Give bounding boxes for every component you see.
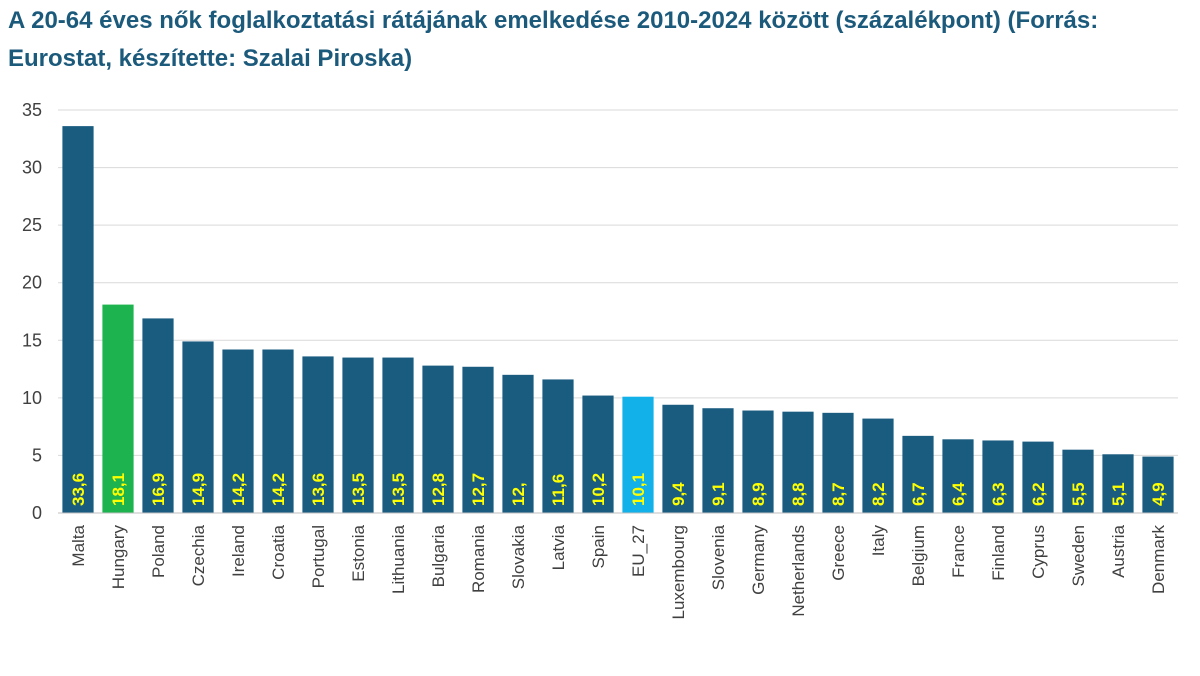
data-label: 10,1 bbox=[629, 473, 648, 506]
bar-estonia bbox=[342, 357, 374, 513]
data-label: 12, bbox=[509, 482, 528, 506]
bar-slovenia bbox=[702, 408, 734, 513]
data-label: 4,9 bbox=[1149, 482, 1168, 506]
data-label: 10,2 bbox=[589, 473, 608, 506]
data-label: 6,2 bbox=[1029, 482, 1048, 506]
data-labels: 33,6 18,1 16,9 14,9 14,2 14,2 13,6 13,5 13,5 12,8… bbox=[69, 473, 1168, 506]
data-label: 6,7 bbox=[909, 482, 928, 506]
category-label: Slovakia bbox=[509, 524, 528, 589]
data-label: 8,8 bbox=[789, 482, 808, 506]
bar-cyprus bbox=[1022, 441, 1054, 513]
x-axis-category-labels: Malta Hungary Poland Czechia Ireland Croatia P… bbox=[69, 524, 1168, 619]
bar-italy bbox=[862, 418, 894, 513]
bar-belgium bbox=[902, 435, 934, 513]
data-label: 6,3 bbox=[989, 482, 1008, 506]
bar-portugal bbox=[302, 356, 334, 513]
data-label: 13,6 bbox=[309, 473, 328, 506]
bar-finland bbox=[982, 440, 1014, 513]
bar-sweden bbox=[1062, 449, 1094, 513]
bar-luxembourg bbox=[662, 404, 694, 513]
category-label: Netherlands bbox=[789, 525, 808, 617]
category-label: Lithuania bbox=[389, 524, 408, 594]
category-label: France bbox=[949, 525, 968, 578]
y-tick-label: 5 bbox=[32, 445, 42, 465]
bar-eu-27 bbox=[622, 396, 654, 513]
bar-lithuania bbox=[382, 357, 414, 513]
data-label: 14,2 bbox=[269, 473, 288, 506]
category-label: Portugal bbox=[309, 525, 328, 588]
category-label: Latvia bbox=[549, 524, 568, 570]
category-label: Luxembourg bbox=[669, 525, 688, 620]
category-label: Croatia bbox=[269, 524, 288, 579]
data-label: 12,8 bbox=[429, 473, 448, 506]
category-label: Cyprus bbox=[1029, 525, 1048, 579]
bar-czechia bbox=[182, 341, 214, 513]
y-tick-label: 35 bbox=[22, 100, 42, 120]
data-label: 11,6 bbox=[549, 474, 568, 506]
chart-title: A 20-64 éves nők foglalkoztatási rátáján… bbox=[8, 7, 1099, 72]
y-tick-label: 15 bbox=[22, 330, 42, 350]
bar-ireland bbox=[222, 349, 254, 513]
category-label: Austria bbox=[1109, 524, 1128, 577]
bar-france bbox=[942, 439, 974, 513]
data-label: 16,9 bbox=[149, 473, 168, 506]
category-label: Poland bbox=[149, 525, 168, 578]
category-label: Denmark bbox=[1149, 525, 1168, 594]
data-label: 12,7 bbox=[469, 473, 488, 506]
bar-spain bbox=[582, 395, 614, 513]
bar-greece bbox=[822, 412, 854, 513]
data-label: 18,1 bbox=[109, 473, 128, 506]
bar-denmark bbox=[1142, 456, 1174, 513]
data-label: 8,9 bbox=[749, 482, 768, 506]
data-label: 8,7 bbox=[829, 482, 848, 506]
bar-malta bbox=[62, 126, 94, 514]
data-label: 33,6 bbox=[69, 473, 88, 506]
data-label: 5,1 bbox=[1109, 482, 1128, 506]
category-label: Bulgaria bbox=[429, 524, 448, 587]
category-label: Finland bbox=[989, 525, 1008, 581]
category-label: Estonia bbox=[349, 524, 368, 581]
category-label: Romania bbox=[469, 524, 488, 593]
y-tick-label: 30 bbox=[22, 158, 42, 178]
y-tick-label: 0 bbox=[32, 503, 42, 523]
category-label: EU_27 bbox=[629, 525, 648, 577]
data-label: 6,4 bbox=[949, 482, 968, 506]
category-label: Greece bbox=[829, 525, 848, 581]
bar-germany bbox=[742, 410, 774, 513]
data-label: 8,2 bbox=[869, 482, 888, 506]
category-label: Sweden bbox=[1069, 525, 1088, 586]
bar-hungary bbox=[102, 304, 134, 513]
category-label: Hungary bbox=[109, 525, 128, 590]
category-label: Slovenia bbox=[709, 524, 728, 590]
bar-croatia bbox=[262, 349, 294, 513]
bar-romania bbox=[462, 366, 494, 513]
category-label: Malta bbox=[69, 524, 88, 566]
bar-latvia bbox=[542, 379, 574, 513]
data-label: 5,5 bbox=[1069, 482, 1088, 506]
bar-slovakia bbox=[502, 374, 534, 513]
data-label: 14,2 bbox=[229, 473, 248, 506]
bar-bulgaria bbox=[422, 365, 454, 513]
category-label: Spain bbox=[589, 525, 608, 568]
y-axis-tick-labels: 0 5 10 15 20 25 30 35 bbox=[22, 100, 42, 523]
y-tick-label: 25 bbox=[22, 215, 42, 235]
category-label: Germany bbox=[749, 525, 768, 595]
bar-austria bbox=[1102, 454, 1134, 513]
data-label: 9,1 bbox=[709, 482, 728, 506]
data-label: 9,4 bbox=[669, 482, 688, 506]
bar-netherlands bbox=[782, 411, 814, 513]
category-label: Ireland bbox=[229, 525, 248, 577]
bar-poland bbox=[142, 318, 174, 513]
y-tick-label: 20 bbox=[22, 273, 42, 293]
data-label: 14,9 bbox=[189, 473, 208, 506]
bars bbox=[62, 126, 1174, 514]
category-label: Czechia bbox=[189, 524, 208, 586]
y-tick-label: 10 bbox=[22, 388, 42, 408]
category-label: Belgium bbox=[909, 525, 928, 586]
category-label: Italy bbox=[869, 525, 888, 557]
data-label: 13,5 bbox=[389, 473, 408, 506]
data-label: 13,5 bbox=[349, 473, 368, 506]
